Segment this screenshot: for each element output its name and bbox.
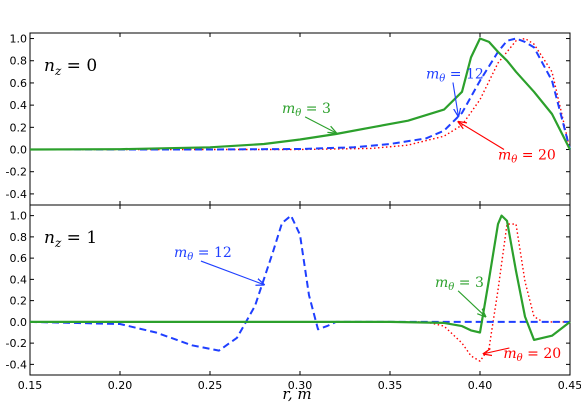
series-annotation: mθ = 3 bbox=[435, 275, 484, 293]
x-tick-label: 0.30 bbox=[288, 379, 313, 392]
x-tick-label: 0.15 bbox=[18, 379, 43, 392]
series-line bbox=[30, 37, 571, 151]
series-annotation: mθ = 12 bbox=[426, 66, 484, 84]
y-tick-label: 0.8 bbox=[10, 55, 28, 68]
y-tick-label: 0.2 bbox=[10, 295, 28, 308]
y-tick-label: 1.0 bbox=[10, 33, 28, 46]
series-annotation: mθ = 20 bbox=[498, 148, 556, 166]
panel-bottom-nz1: 1.0 0.8 0.6 0.4 0.2 0.0 -0.2 -0.4 0.15 0.20 0.25 0.… bbox=[6, 204, 581, 392]
panel-label: nz = 0 bbox=[44, 56, 97, 78]
y-tick-label: 0.0 bbox=[10, 316, 28, 329]
annotation-arrow bbox=[457, 290, 485, 317]
series-line bbox=[30, 223, 570, 362]
series-annotation: mθ = 20 bbox=[503, 346, 561, 364]
y-tick-label: 0.8 bbox=[10, 231, 28, 244]
y-tick-label: 0.0 bbox=[10, 144, 28, 157]
x-tick-label: 0.20 bbox=[108, 379, 133, 392]
y-tick-label: 0.4 bbox=[10, 273, 28, 286]
y-tick-label: -0.2 bbox=[6, 337, 27, 350]
annotation-arrow bbox=[200, 260, 264, 285]
series-line bbox=[30, 214, 571, 341]
y-tick-label: 0.6 bbox=[10, 252, 28, 265]
y-tick-label: 0.2 bbox=[10, 121, 28, 134]
x-tick-label: 0.35 bbox=[378, 379, 403, 392]
y-tick-label: -0.4 bbox=[6, 358, 27, 371]
annotation-arrow bbox=[484, 347, 510, 354]
y-tick-label: 0.6 bbox=[10, 77, 28, 90]
y-tick-label: 1.0 bbox=[10, 210, 28, 223]
plot-frame bbox=[29, 32, 571, 206]
x-tick-label: 0.40 bbox=[468, 379, 493, 392]
series-annotation: mθ = 12 bbox=[174, 245, 232, 263]
y-tick-label: 0.4 bbox=[10, 99, 28, 112]
annotation-arrow bbox=[304, 116, 336, 133]
x-tick-label: 0.25 bbox=[198, 379, 223, 392]
panel-top-nz0: 1.0 0.8 0.6 0.4 0.2 0.0 -0.2 -0.4 nz = 0 mθ = 3 mθ… bbox=[6, 32, 571, 206]
series-line bbox=[29, 37, 571, 151]
series-annotation: mθ = 3 bbox=[282, 101, 331, 119]
panel-label: nz = 1 bbox=[44, 228, 97, 250]
annotation-arrow bbox=[458, 122, 505, 150]
y-tick-label: -0.4 bbox=[6, 188, 27, 201]
y-tick-label: -0.2 bbox=[6, 166, 27, 179]
annotation-arrow bbox=[452, 82, 458, 116]
x-axis-label: r, m bbox=[282, 385, 311, 403]
x-tick-label: 0.45 bbox=[558, 379, 581, 392]
series-line bbox=[30, 37, 571, 151]
